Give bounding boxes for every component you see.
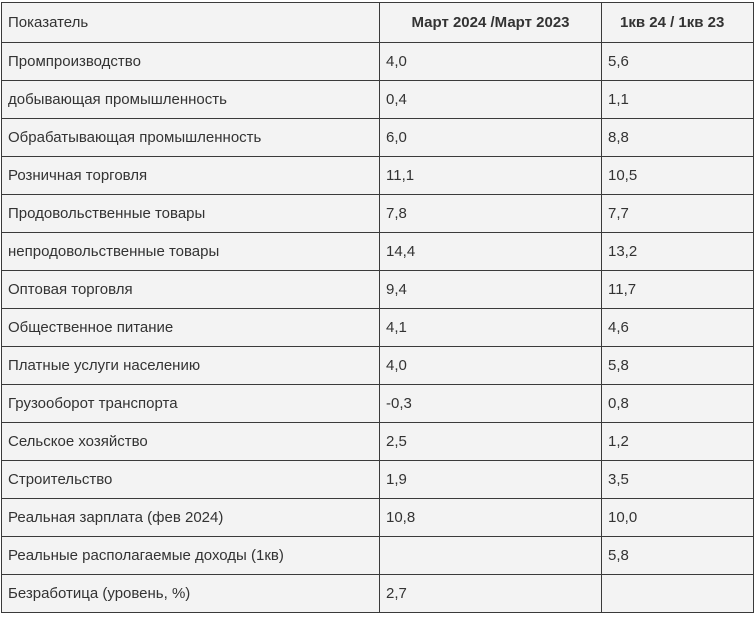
cell-indicator: Обрабатывающая промышленность xyxy=(1,118,380,157)
header-march-2024-vs-2023: Март 2024 /Март 2023 xyxy=(379,2,602,43)
cell-q1-value: 1,1 xyxy=(601,80,754,119)
cell-indicator: Розничная торговля xyxy=(1,156,380,195)
cell-q1-value: 13,2 xyxy=(601,232,754,271)
table-row: Грузооборот транспорта -0,3 0,8 xyxy=(1,384,754,423)
cell-q1-value: 10,0 xyxy=(601,498,754,537)
cell-indicator: Общественное питание xyxy=(1,308,380,347)
cell-march-value: 11,1 xyxy=(379,156,602,195)
table-row: непродовольственные товары 14,4 13,2 xyxy=(1,232,754,271)
table-row: Обрабатывающая промышленность 6,0 8,8 xyxy=(1,118,754,157)
cell-q1-value: 1,2 xyxy=(601,422,754,461)
table-row: Безработица (уровень, %) 2,7 xyxy=(1,574,754,613)
cell-q1-value: 0,8 xyxy=(601,384,754,423)
cell-indicator: непродовольственные товары xyxy=(1,232,380,271)
cell-indicator: добывающая промышленность xyxy=(1,80,380,119)
cell-q1-value: 5,8 xyxy=(601,346,754,385)
cell-march-value xyxy=(379,536,602,575)
table-row: добывающая промышленность 0,4 1,1 xyxy=(1,80,754,119)
cell-march-value: 7,8 xyxy=(379,194,602,233)
cell-indicator: Грузооборот транспорта xyxy=(1,384,380,423)
table-row: Реальная зарплата (фев 2024) 10,8 10,0 xyxy=(1,498,754,537)
table-row: Розничная торговля 11,1 10,5 xyxy=(1,156,754,195)
header-indicator: Показатель xyxy=(1,2,380,43)
table-row: Общественное питание 4,1 4,6 xyxy=(1,308,754,347)
table-row: Промпроизводство 4,0 5,6 xyxy=(1,42,754,81)
cell-march-value: 2,7 xyxy=(379,574,602,613)
cell-march-value: 2,5 xyxy=(379,422,602,461)
cell-march-value: 0,4 xyxy=(379,80,602,119)
table-row: Строительство 1,9 3,5 xyxy=(1,460,754,499)
cell-q1-value: 11,7 xyxy=(601,270,754,309)
cell-q1-value: 10,5 xyxy=(601,156,754,195)
table-row: Платные услуги населению 4,0 5,8 xyxy=(1,346,754,385)
table-row: Сельское хозяйство 2,5 1,2 xyxy=(1,422,754,461)
cell-indicator: Продовольственные товары xyxy=(1,194,380,233)
table-body: Промпроизводство 4,0 5,6 добывающая промышл… xyxy=(1,42,754,613)
header-q1-24-vs-q1-23: 1кв 24 / 1кв 23 xyxy=(601,2,754,43)
cell-q1-value: 5,8 xyxy=(601,536,754,575)
cell-march-value: 1,9 xyxy=(379,460,602,499)
cell-q1-value: 4,6 xyxy=(601,308,754,347)
cell-march-value: 4,0 xyxy=(379,42,602,81)
table-header-row: Показатель Март 2024 /Март 2023 1кв 24 /… xyxy=(1,2,754,43)
cell-march-value: -0,3 xyxy=(379,384,602,423)
cell-q1-value xyxy=(601,574,754,613)
table-row: Продовольственные товары 7,8 7,7 xyxy=(1,194,754,233)
cell-indicator: Безработица (уровень, %) xyxy=(1,574,380,613)
cell-q1-value: 5,6 xyxy=(601,42,754,81)
cell-indicator: Строительство xyxy=(1,460,380,499)
cell-march-value: 10,8 xyxy=(379,498,602,537)
cell-indicator: Платные услуги населению xyxy=(1,346,380,385)
cell-indicator: Реальная зарплата (фев 2024) xyxy=(1,498,380,537)
cell-q1-value: 3,5 xyxy=(601,460,754,499)
cell-march-value: 6,0 xyxy=(379,118,602,157)
cell-indicator: Реальные располагаемые доходы (1кв) xyxy=(1,536,380,575)
table-row: Оптовая торговля 9,4 11,7 xyxy=(1,270,754,309)
table-row: Реальные располагаемые доходы (1кв) 5,8 xyxy=(1,536,754,575)
cell-march-value: 9,4 xyxy=(379,270,602,309)
cell-march-value: 14,4 xyxy=(379,232,602,271)
cell-march-value: 4,1 xyxy=(379,308,602,347)
cell-march-value: 4,0 xyxy=(379,346,602,385)
cell-indicator: Оптовая торговля xyxy=(1,270,380,309)
cell-q1-value: 7,7 xyxy=(601,194,754,233)
cell-indicator: Промпроизводство xyxy=(1,42,380,81)
indicators-table: Показатель Март 2024 /Март 2023 1кв 24 /… xyxy=(1,2,754,613)
cell-q1-value: 8,8 xyxy=(601,118,754,157)
cell-indicator: Сельское хозяйство xyxy=(1,422,380,461)
